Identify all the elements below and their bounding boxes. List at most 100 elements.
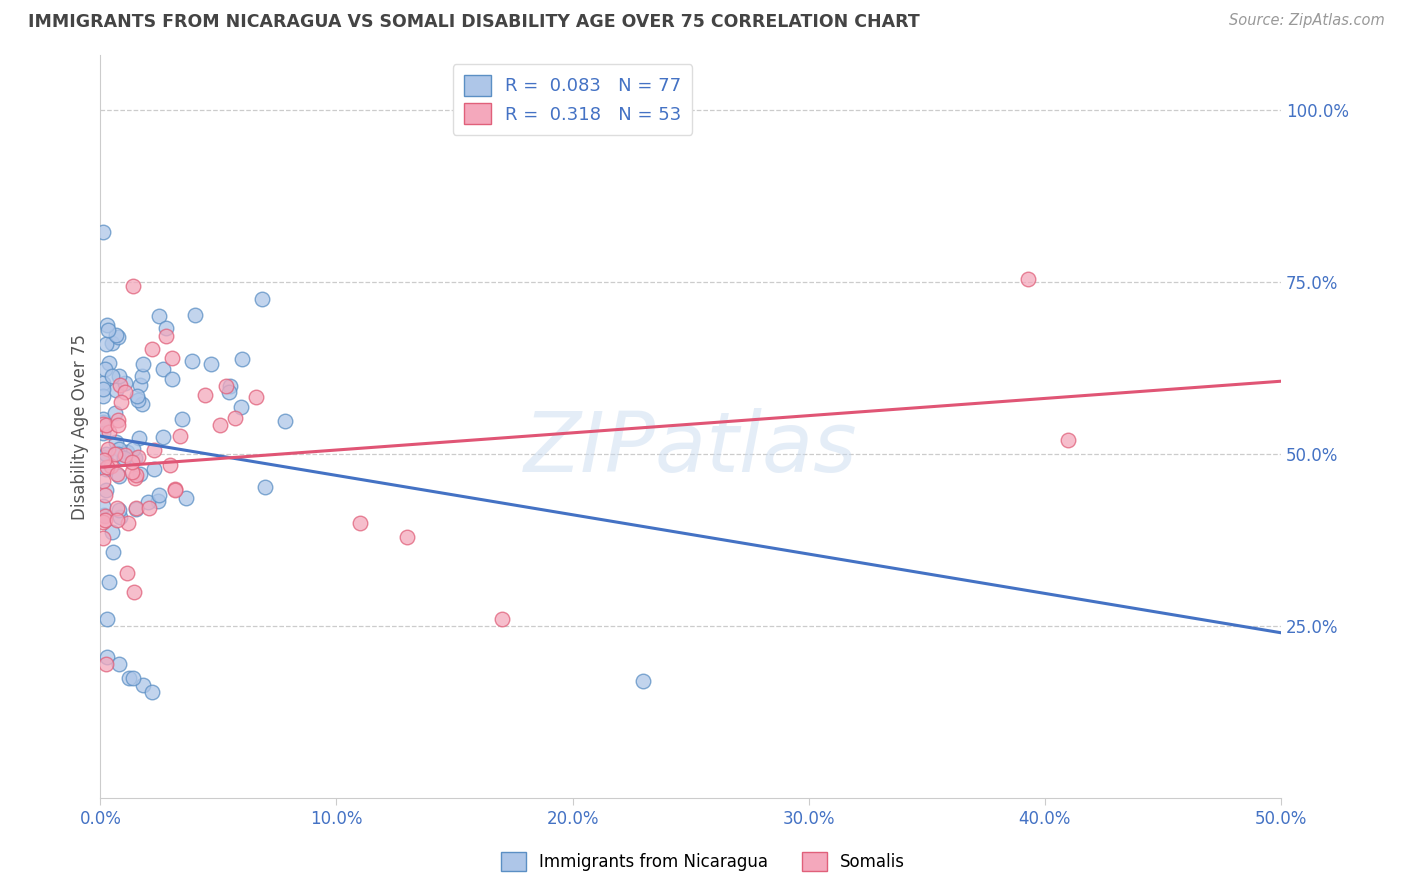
Point: [136, 495, 159, 509]
Point: [252, 293, 274, 307]
Point: [97, 574, 120, 589]
Point: [97, 323, 120, 337]
Point: [91, 225, 114, 239]
Point: [229, 400, 252, 414]
Point: [91, 531, 114, 545]
Point: [148, 488, 170, 502]
Point: [94, 513, 117, 527]
Point: [117, 516, 139, 530]
Point: [124, 585, 146, 599]
Point: [633, 674, 655, 689]
Point: [104, 328, 127, 343]
Point: [91, 388, 114, 402]
Point: [349, 516, 371, 530]
Point: [96, 318, 118, 332]
Point: [96, 337, 118, 351]
Text: Source: ZipAtlas.com: Source: ZipAtlas.com: [1229, 13, 1385, 29]
Point: [105, 383, 128, 397]
Point: [91, 415, 114, 429]
Point: [108, 442, 131, 456]
Point: [274, 414, 297, 428]
Point: [146, 493, 169, 508]
Point: [176, 491, 198, 505]
Point: [231, 351, 253, 366]
Point: [107, 418, 129, 433]
Point: [96, 418, 118, 433]
Point: [114, 385, 136, 400]
Point: [163, 482, 186, 496]
Point: [184, 308, 207, 322]
Text: IMMIGRANTS FROM NICARAGUA VS SOMALI DISABILITY AGE OVER 75 CORRELATION CHART: IMMIGRANTS FROM NICARAGUA VS SOMALI DISA…: [28, 13, 920, 31]
Point: [155, 329, 177, 343]
Point: [91, 382, 114, 396]
Point: [1017, 271, 1039, 285]
Point: [118, 671, 141, 685]
Point: [93, 508, 115, 522]
Point: [108, 510, 131, 524]
Point: [91, 411, 114, 425]
Point: [107, 447, 129, 461]
Point: [143, 461, 166, 475]
Point: [94, 461, 117, 475]
Point: [121, 442, 143, 457]
Point: [396, 530, 419, 544]
Point: [97, 356, 120, 370]
Point: [108, 377, 131, 392]
Point: [91, 450, 114, 464]
Point: [96, 650, 118, 665]
Point: [97, 442, 120, 456]
Point: [100, 369, 122, 384]
Point: [128, 431, 150, 445]
Point: [107, 368, 129, 383]
Point: [96, 460, 118, 475]
Point: [219, 378, 242, 392]
Point: [121, 455, 143, 469]
Point: [125, 500, 148, 515]
Point: [91, 474, 114, 488]
Legend: Immigrants from Nicaragua, Somalis: Immigrants from Nicaragua, Somalis: [492, 843, 914, 880]
Point: [93, 361, 115, 376]
Point: [132, 357, 155, 371]
Point: [105, 501, 128, 516]
Point: [96, 612, 118, 626]
Point: [218, 385, 240, 400]
Point: [165, 483, 187, 497]
Point: [94, 509, 117, 524]
Point: [125, 502, 148, 516]
Point: [93, 452, 115, 467]
Point: [115, 566, 138, 581]
Point: [132, 678, 155, 692]
Point: [101, 545, 124, 559]
Point: [91, 499, 114, 513]
Point: [155, 321, 177, 335]
Point: [108, 657, 131, 671]
Point: [131, 396, 153, 410]
Point: [108, 502, 131, 516]
Point: [100, 524, 122, 539]
Point: [129, 378, 152, 392]
Point: [115, 445, 138, 459]
Point: [127, 450, 149, 464]
Point: [114, 376, 136, 390]
Point: [114, 448, 136, 462]
Point: [114, 450, 136, 465]
Point: [91, 376, 114, 391]
Point: [96, 657, 118, 672]
Point: [122, 671, 145, 685]
Point: [94, 447, 117, 461]
Point: [215, 378, 238, 392]
Point: [127, 393, 149, 408]
Point: [131, 368, 153, 383]
Point: [162, 371, 184, 385]
Point: [224, 410, 246, 425]
Point: [253, 480, 276, 494]
Point: [209, 417, 232, 432]
Point: [91, 417, 114, 431]
Point: [125, 468, 148, 483]
Point: [107, 413, 129, 427]
Point: [200, 357, 222, 371]
Point: [121, 465, 143, 479]
Point: [138, 500, 160, 515]
Point: [160, 351, 183, 366]
Point: [125, 389, 148, 403]
